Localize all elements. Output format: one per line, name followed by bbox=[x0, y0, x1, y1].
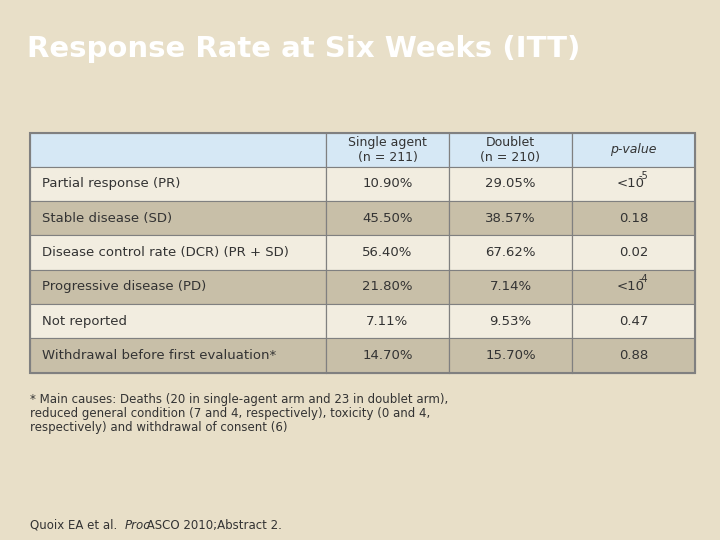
Bar bbox=[572, 269, 695, 304]
Text: respectively) and withdrawal of consent (6): respectively) and withdrawal of consent … bbox=[30, 421, 287, 434]
Text: 7.11%: 7.11% bbox=[366, 315, 408, 328]
Text: 14.70%: 14.70% bbox=[362, 349, 413, 362]
Bar bbox=[326, 269, 449, 304]
Bar bbox=[326, 201, 449, 235]
Text: 0.47: 0.47 bbox=[618, 315, 648, 328]
Bar bbox=[30, 132, 695, 373]
Bar bbox=[326, 304, 449, 338]
Text: ASCO 2010;Abstract 2.: ASCO 2010;Abstract 2. bbox=[143, 519, 282, 532]
Bar bbox=[572, 132, 695, 167]
Text: Quoix EA et al.: Quoix EA et al. bbox=[30, 519, 121, 532]
Text: -4: -4 bbox=[639, 274, 648, 284]
Bar bbox=[449, 132, 572, 167]
Text: 21.80%: 21.80% bbox=[362, 280, 413, 293]
Text: 7.14%: 7.14% bbox=[490, 280, 531, 293]
Bar bbox=[572, 304, 695, 338]
Text: Stable disease (SD): Stable disease (SD) bbox=[42, 212, 172, 225]
Text: 9.53%: 9.53% bbox=[490, 315, 531, 328]
Text: 10.90%: 10.90% bbox=[362, 178, 413, 191]
Bar bbox=[326, 132, 449, 167]
Text: reduced general condition (7 and 4, respectively), toxicity (0 and 4,: reduced general condition (7 and 4, resp… bbox=[30, 407, 431, 420]
Bar bbox=[449, 235, 572, 269]
Text: 0.18: 0.18 bbox=[618, 212, 648, 225]
Text: 15.70%: 15.70% bbox=[485, 349, 536, 362]
Bar bbox=[449, 338, 572, 373]
Text: Progressive disease (PD): Progressive disease (PD) bbox=[42, 280, 206, 293]
Bar bbox=[449, 201, 572, 235]
Text: p-value: p-value bbox=[611, 143, 657, 156]
Bar bbox=[449, 269, 572, 304]
Text: Single agent
(n = 211): Single agent (n = 211) bbox=[348, 136, 427, 164]
Text: Proc: Proc bbox=[125, 519, 150, 532]
Text: <10: <10 bbox=[616, 178, 644, 191]
Text: Partial response (PR): Partial response (PR) bbox=[42, 178, 180, 191]
Text: 0.88: 0.88 bbox=[619, 349, 648, 362]
Text: 56.40%: 56.40% bbox=[362, 246, 413, 259]
Bar bbox=[572, 201, 695, 235]
Bar bbox=[326, 167, 449, 201]
Text: * Main causes: Deaths (20 in single-agent arm and 23 in doublet arm),: * Main causes: Deaths (20 in single-agen… bbox=[30, 393, 449, 406]
Text: Doublet
(n = 210): Doublet (n = 210) bbox=[480, 136, 541, 164]
Text: 38.57%: 38.57% bbox=[485, 212, 536, 225]
Text: Not reported: Not reported bbox=[42, 315, 127, 328]
Bar bbox=[30, 167, 326, 201]
Bar bbox=[572, 167, 695, 201]
Bar bbox=[30, 269, 326, 304]
Bar bbox=[449, 167, 572, 201]
Text: Disease control rate (DCR) (PR + SD): Disease control rate (DCR) (PR + SD) bbox=[42, 246, 289, 259]
Bar bbox=[30, 338, 326, 373]
Text: 29.05%: 29.05% bbox=[485, 178, 536, 191]
Bar bbox=[326, 235, 449, 269]
Bar bbox=[326, 338, 449, 373]
Bar bbox=[572, 338, 695, 373]
Text: <10: <10 bbox=[616, 280, 644, 293]
Bar bbox=[30, 201, 326, 235]
Bar bbox=[30, 235, 326, 269]
Bar bbox=[572, 235, 695, 269]
Text: Withdrawal before first evaluation*: Withdrawal before first evaluation* bbox=[42, 349, 276, 362]
Bar bbox=[30, 304, 326, 338]
Text: 0.02: 0.02 bbox=[618, 246, 648, 259]
Text: 67.62%: 67.62% bbox=[485, 246, 536, 259]
Text: Response Rate at Six Weeks (ITT): Response Rate at Six Weeks (ITT) bbox=[27, 35, 581, 63]
Text: 45.50%: 45.50% bbox=[362, 212, 413, 225]
Text: -5: -5 bbox=[639, 171, 649, 181]
Bar bbox=[449, 304, 572, 338]
Bar bbox=[30, 132, 326, 167]
